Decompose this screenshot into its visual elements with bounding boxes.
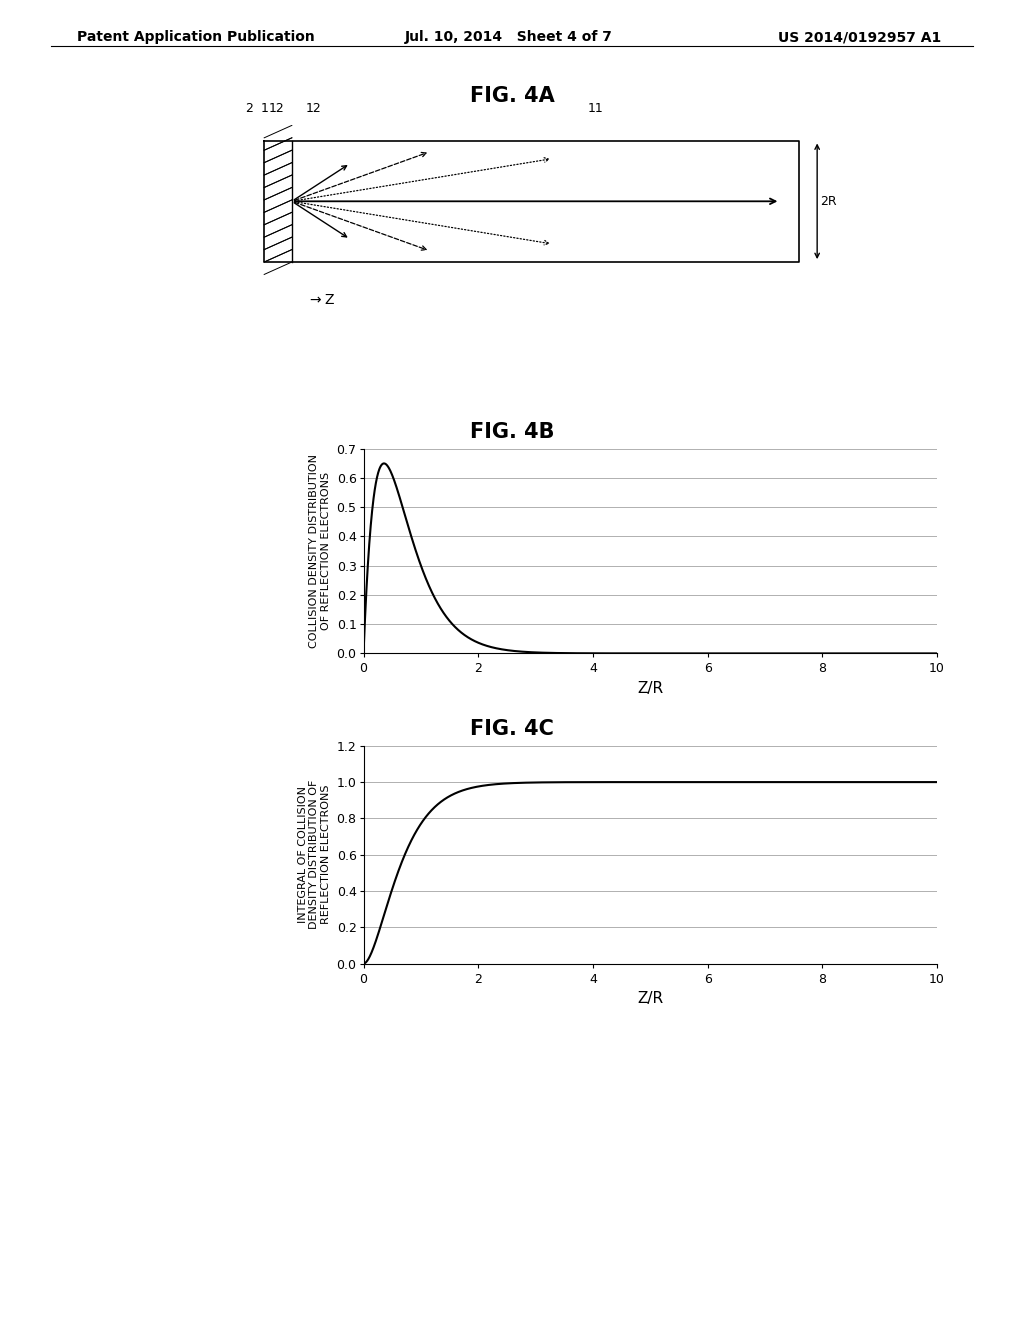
X-axis label: Z/R: Z/R: [637, 681, 664, 696]
Text: $\rightarrow$Z: $\rightarrow$Z: [307, 293, 335, 308]
Text: 2: 2: [245, 102, 253, 115]
Text: 12: 12: [305, 102, 322, 115]
Text: 2R: 2R: [820, 195, 837, 207]
Text: FIG. 4B: FIG. 4B: [470, 422, 554, 442]
Text: FIG. 4A: FIG. 4A: [470, 86, 554, 106]
Text: 1: 1: [260, 102, 268, 115]
Text: US 2014/0192957 A1: US 2014/0192957 A1: [778, 30, 941, 45]
Text: 12: 12: [268, 102, 285, 115]
X-axis label: Z/R: Z/R: [637, 991, 664, 1006]
Y-axis label: INTEGRAL OF COLLISION
DENSITY DISTRIBUTION OF
REFLECTION ELECTRONS: INTEGRAL OF COLLISION DENSITY DISTRIBUTI…: [298, 780, 331, 929]
Y-axis label: COLLISION DENSITY DISTRIBUTION
OF REFLECTION ELECTRONS: COLLISION DENSITY DISTRIBUTION OF REFLEC…: [309, 454, 331, 648]
Text: Jul. 10, 2014   Sheet 4 of 7: Jul. 10, 2014 Sheet 4 of 7: [404, 30, 612, 45]
Text: 11: 11: [588, 102, 604, 115]
Text: Patent Application Publication: Patent Application Publication: [77, 30, 314, 45]
Text: FIG. 4C: FIG. 4C: [470, 719, 554, 739]
